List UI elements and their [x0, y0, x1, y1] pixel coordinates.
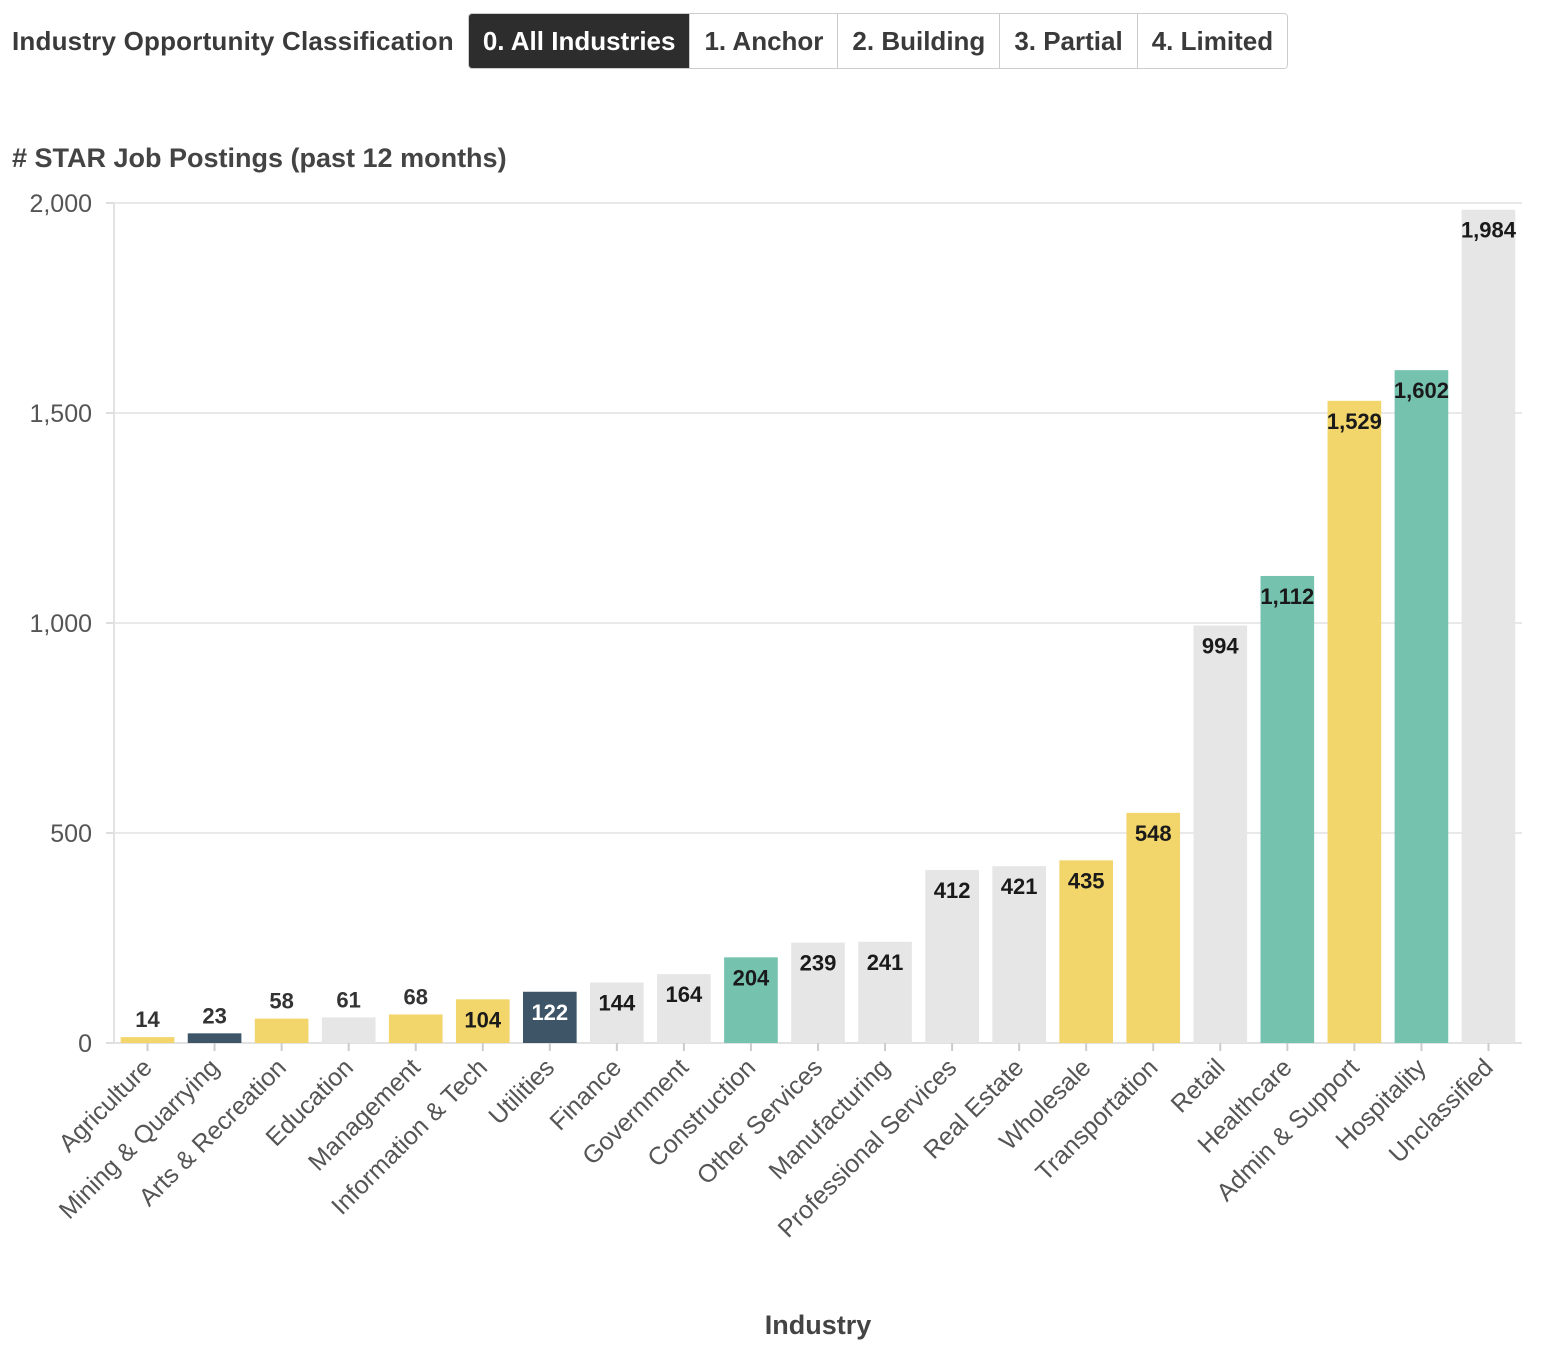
bar[interactable] — [1059, 860, 1114, 1043]
bar[interactable] — [657, 974, 711, 1043]
bar[interactable] — [254, 1018, 309, 1043]
chart-title: # STAR Job Postings (past 12 months) — [12, 143, 507, 173]
bar[interactable] — [1126, 812, 1181, 1043]
bar-value-label: 435 — [1068, 868, 1105, 893]
job-postings-bar-chart: # STAR Job Postings (past 12 months) 0 50… — [12, 143, 1522, 1340]
x-axis-title: Industry — [765, 1310, 872, 1340]
bar-value-label: 1,529 — [1327, 409, 1382, 434]
bar[interactable] — [590, 982, 644, 1043]
bar[interactable] — [858, 941, 912, 1043]
filter-label: Industry Opportunity Classification — [12, 25, 454, 56]
x-tick-label: Retail — [1166, 1053, 1231, 1118]
y-tick-label: 500 — [50, 820, 92, 848]
classification-filter: Industry Opportunity Classification 0. A… — [12, 13, 1289, 69]
bars — [120, 209, 1516, 1044]
bar-value-label: 1,602 — [1394, 378, 1449, 403]
bar[interactable] — [1193, 625, 1248, 1043]
bar-value-label: 58 — [269, 989, 293, 1014]
bar-value-label: 412 — [934, 878, 971, 903]
filter-button-partial[interactable]: 3. Partial — [999, 14, 1137, 68]
bar-value-label: 1,984 — [1461, 218, 1517, 243]
bar-value-label: 204 — [733, 965, 770, 990]
bar[interactable] — [992, 866, 1046, 1043]
bar[interactable] — [791, 942, 845, 1043]
bar-value-label: 68 — [403, 984, 427, 1009]
bar[interactable] — [724, 957, 778, 1043]
bar-value-label: 122 — [531, 1000, 568, 1025]
bar-value-label: 421 — [1001, 874, 1038, 899]
y-tick-label: 0 — [78, 1030, 92, 1058]
filter-button-building[interactable]: 2. Building — [837, 14, 1000, 68]
bar[interactable] — [455, 999, 510, 1043]
bar-value-label: 548 — [1135, 821, 1172, 846]
bar[interactable] — [120, 1037, 175, 1043]
classification-button-group: 0. All Industries 1. Anchor 2. Building … — [467, 13, 1289, 69]
y-tick-label: 2,000 — [29, 190, 92, 218]
bar[interactable] — [388, 1014, 443, 1043]
bar[interactable] — [1461, 209, 1516, 1044]
bar-value-label: 1,112 — [1260, 584, 1314, 609]
bar[interactable] — [321, 1017, 376, 1043]
y-tick-label: 1,500 — [29, 400, 92, 428]
bar-value-label: 164 — [666, 982, 703, 1007]
bar-value-label: 23 — [202, 1003, 226, 1028]
bar-value-label: 994 — [1202, 634, 1239, 659]
data-labels: 14 23 58 61 68 104 122 144 164 204 239 241 412 421 435… — [135, 218, 1516, 1033]
bar-value-label: 61 — [336, 987, 360, 1012]
bar[interactable] — [1327, 400, 1382, 1043]
bar-value-label: 239 — [800, 951, 837, 976]
filter-button-all-industries[interactable]: 0. All Industries — [468, 14, 690, 68]
bar-value-label: 241 — [867, 950, 904, 975]
filter-button-anchor[interactable]: 1. Anchor — [689, 14, 838, 68]
bar[interactable] — [187, 1033, 242, 1043]
y-tick-label: 1,000 — [29, 610, 92, 638]
filter-button-limited[interactable]: 4. Limited — [1136, 14, 1288, 68]
bar-value-label: 144 — [598, 991, 635, 1016]
bar-value-label: 104 — [464, 1007, 501, 1032]
x-tick-label: Transportation — [1030, 1053, 1163, 1186]
bar[interactable] — [1394, 370, 1449, 1043]
bar[interactable] — [1260, 575, 1315, 1043]
bar-value-label: 14 — [135, 1007, 160, 1032]
bar[interactable] — [522, 991, 577, 1043]
bar[interactable] — [925, 869, 979, 1043]
